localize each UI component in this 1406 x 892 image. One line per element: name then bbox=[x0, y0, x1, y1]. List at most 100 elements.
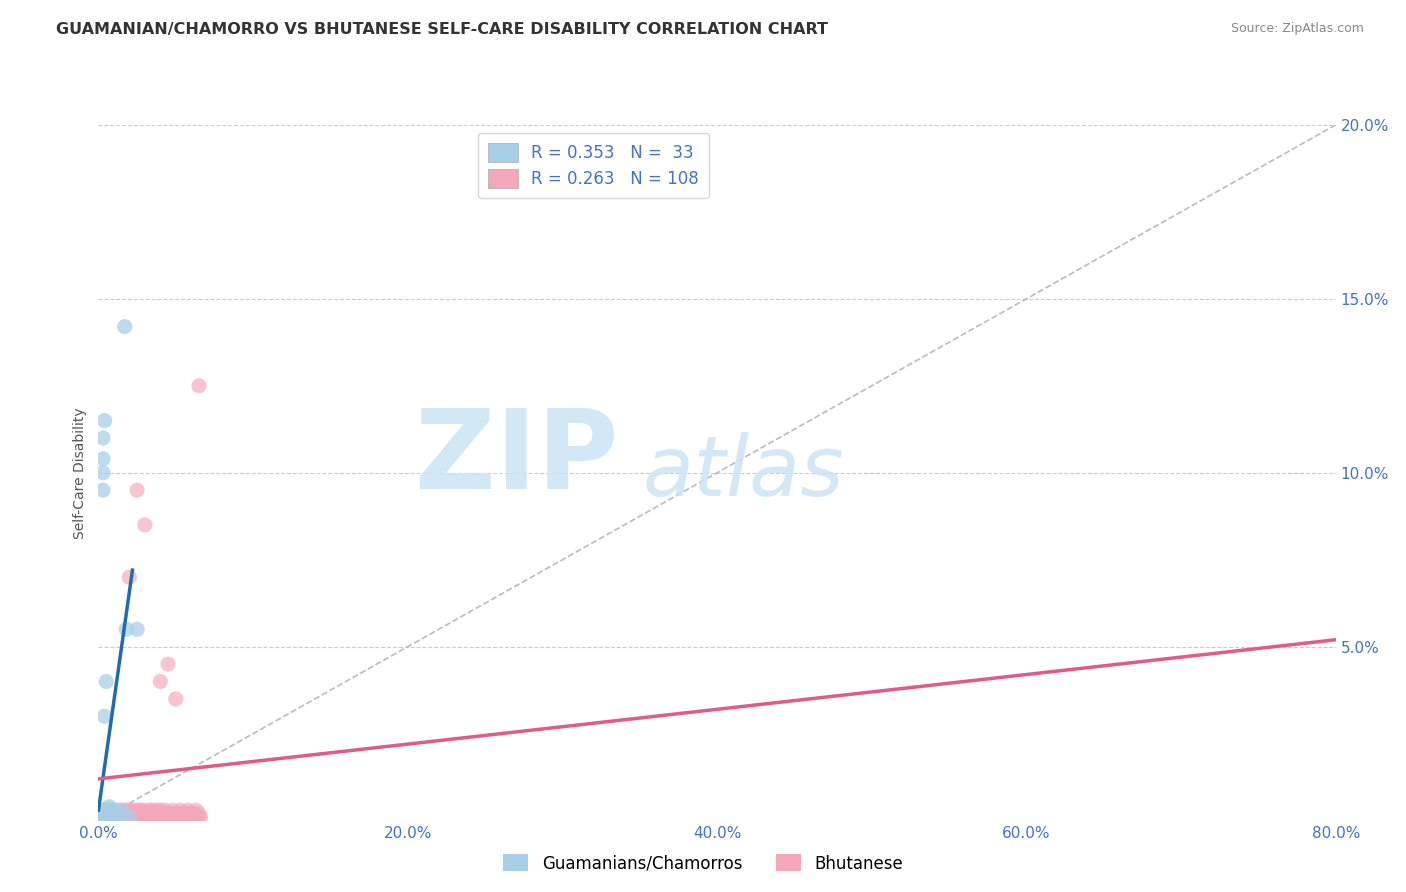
Point bbox=[134, 806, 156, 821]
Point bbox=[98, 799, 121, 814]
Point bbox=[142, 803, 165, 817]
Point bbox=[184, 803, 207, 817]
Point bbox=[91, 806, 114, 821]
Point bbox=[118, 570, 141, 584]
Point bbox=[91, 810, 114, 824]
Point bbox=[100, 803, 122, 817]
Point bbox=[103, 803, 125, 817]
Point bbox=[167, 806, 190, 821]
Point bbox=[115, 803, 138, 817]
Point bbox=[162, 803, 184, 817]
Point bbox=[96, 674, 118, 689]
Point bbox=[188, 806, 211, 821]
Point bbox=[107, 806, 129, 821]
Point bbox=[104, 810, 127, 824]
Point bbox=[155, 810, 177, 824]
Point bbox=[104, 806, 127, 821]
Point bbox=[138, 803, 160, 817]
Point bbox=[97, 806, 120, 821]
Point bbox=[174, 810, 197, 824]
Point bbox=[188, 810, 211, 824]
Point bbox=[90, 810, 112, 824]
Point bbox=[90, 810, 112, 824]
Point bbox=[100, 810, 122, 824]
Point bbox=[91, 431, 114, 445]
Point bbox=[89, 810, 111, 824]
Point bbox=[176, 806, 198, 821]
Point bbox=[97, 803, 120, 817]
Point bbox=[93, 709, 115, 723]
Point bbox=[101, 803, 124, 817]
Point bbox=[129, 803, 152, 817]
Point bbox=[100, 810, 122, 824]
Point bbox=[105, 810, 128, 824]
Point bbox=[97, 810, 120, 824]
Point bbox=[149, 674, 172, 689]
Point bbox=[121, 810, 143, 824]
Point bbox=[91, 483, 114, 497]
Point bbox=[97, 803, 120, 817]
Point bbox=[131, 806, 153, 821]
Point bbox=[150, 810, 173, 824]
Point bbox=[111, 803, 134, 817]
Point bbox=[90, 806, 112, 821]
Point bbox=[115, 810, 138, 824]
Point bbox=[112, 810, 135, 824]
Point bbox=[108, 810, 131, 824]
Point bbox=[160, 806, 183, 821]
Point bbox=[93, 806, 115, 821]
Point bbox=[186, 810, 208, 824]
Point bbox=[165, 692, 187, 706]
Text: ZIP: ZIP bbox=[415, 405, 619, 512]
Point bbox=[91, 810, 114, 824]
Point bbox=[111, 806, 134, 821]
Point bbox=[180, 806, 202, 821]
Text: Source: ZipAtlas.com: Source: ZipAtlas.com bbox=[1230, 22, 1364, 36]
Point bbox=[127, 483, 149, 497]
Point bbox=[103, 810, 125, 824]
Point bbox=[91, 451, 114, 466]
Point bbox=[105, 803, 128, 817]
Point bbox=[179, 810, 201, 824]
Point bbox=[139, 810, 162, 824]
Point bbox=[118, 810, 141, 824]
Point bbox=[136, 806, 159, 821]
Point bbox=[91, 810, 114, 824]
Point bbox=[118, 803, 141, 817]
Point bbox=[96, 803, 118, 817]
Point bbox=[90, 810, 112, 824]
Legend: Guamanians/Chamorros, Bhutanese: Guamanians/Chamorros, Bhutanese bbox=[496, 847, 910, 880]
Point bbox=[96, 810, 118, 824]
Point bbox=[145, 806, 167, 821]
Point bbox=[128, 806, 150, 821]
Point bbox=[180, 810, 202, 824]
Point bbox=[134, 810, 156, 824]
Point bbox=[157, 806, 180, 821]
Point bbox=[127, 803, 149, 817]
Point bbox=[143, 810, 166, 824]
Point bbox=[165, 806, 187, 821]
Point bbox=[173, 806, 195, 821]
Point bbox=[135, 810, 157, 824]
Point bbox=[148, 810, 170, 824]
Point bbox=[165, 810, 187, 824]
Point bbox=[124, 810, 146, 824]
Point bbox=[146, 803, 169, 817]
Point bbox=[100, 806, 122, 821]
Point bbox=[132, 803, 155, 817]
Point bbox=[181, 810, 204, 824]
Point bbox=[149, 806, 172, 821]
Point bbox=[118, 810, 141, 824]
Point bbox=[153, 803, 176, 817]
Point bbox=[170, 810, 193, 824]
Point bbox=[183, 806, 205, 821]
Point bbox=[93, 414, 115, 428]
Point bbox=[96, 806, 118, 821]
Point bbox=[128, 810, 150, 824]
Point bbox=[114, 806, 136, 821]
Point bbox=[114, 319, 136, 334]
Point bbox=[93, 803, 115, 817]
Point bbox=[163, 810, 186, 824]
Point bbox=[98, 806, 121, 821]
Point bbox=[131, 810, 153, 824]
